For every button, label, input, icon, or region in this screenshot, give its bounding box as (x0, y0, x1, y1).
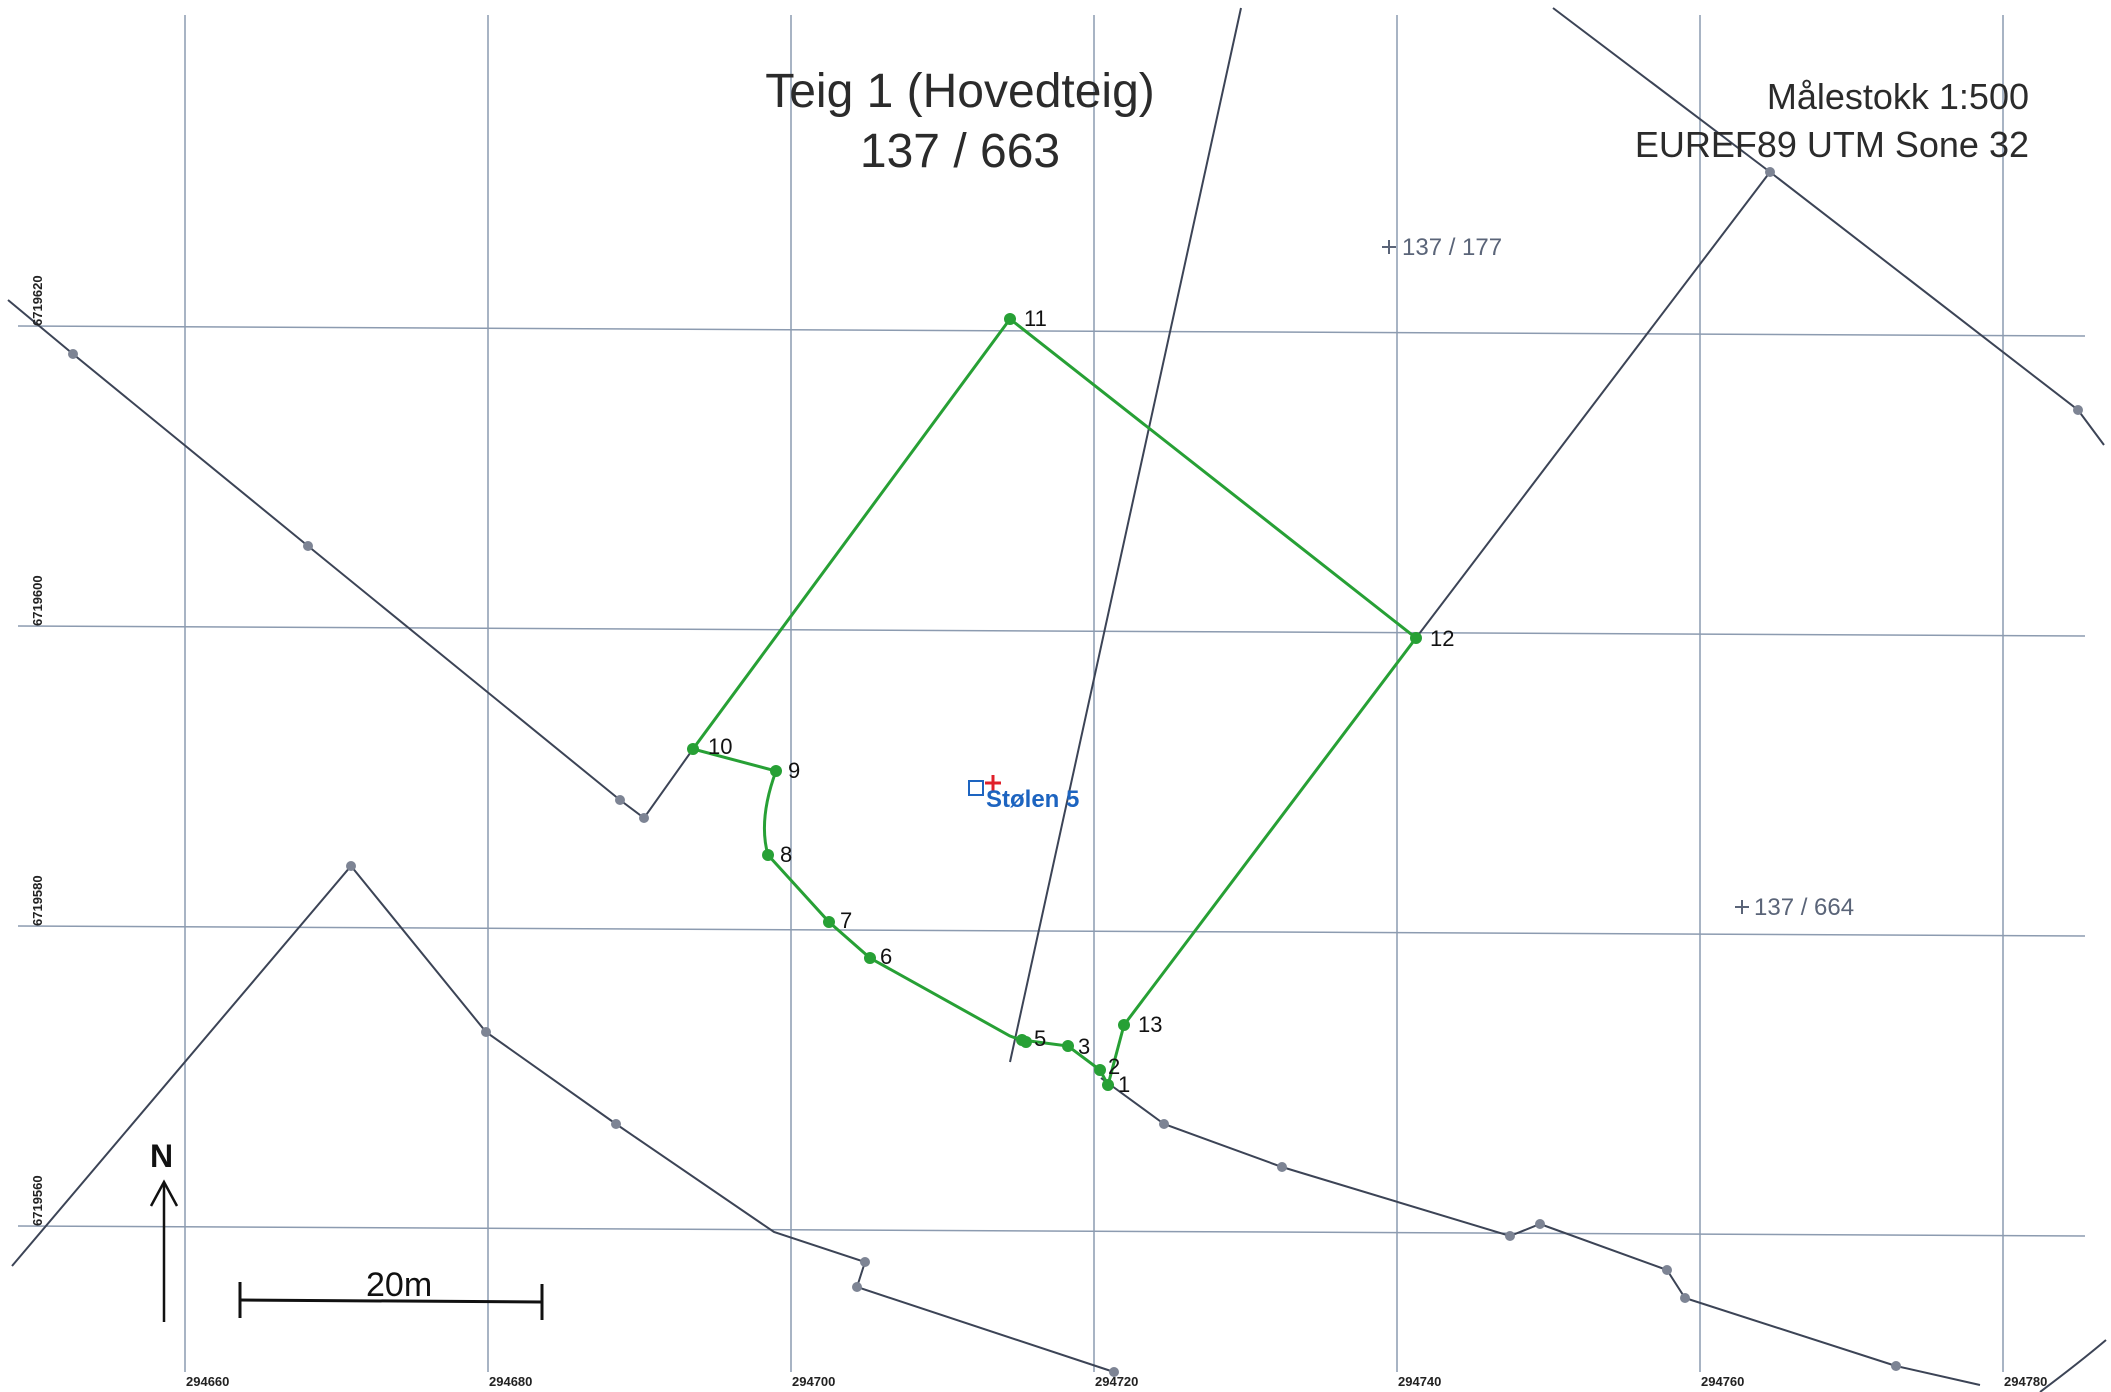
map-title: Teig 1 (Hovedteig) (765, 65, 1155, 118)
scale-text: Målestokk 1:500 (1766, 76, 2029, 117)
x-tick-label: 294740 (1398, 1374, 1442, 1389)
point-label: 3 (1078, 1034, 1091, 1059)
x-tick-label: 294760 (1701, 1374, 1745, 1389)
x-tick-label: 294780 (2004, 1374, 2048, 1389)
x-tick-label: 294720 (1095, 1374, 1139, 1389)
y-tick-label: 6719600 (30, 575, 45, 626)
x-tick-label: 294680 (489, 1374, 533, 1389)
point-label: 5 (1034, 1026, 1047, 1051)
neighbor-vertices (68, 167, 2083, 1377)
crs-text: EUREF89 UTM Sone 32 (1634, 124, 2029, 165)
scale-bar (238, 1282, 544, 1320)
coordinate-grid (17, 15, 2086, 1372)
point-label: 2 (1108, 1054, 1121, 1079)
point-label: 10 (708, 734, 733, 759)
parcel-number: 137 / 663 (859, 125, 1061, 178)
point-label: 11 (1024, 306, 1047, 331)
point-label: 13 (1138, 1012, 1163, 1037)
x-tick-label: 294700 (792, 1374, 836, 1389)
parcel-cross-marks (1382, 240, 1749, 914)
north-label: N (150, 1138, 174, 1174)
point-label: 8 (780, 842, 793, 867)
point-label: 12 (1430, 626, 1455, 651)
scale-bar-label: 20m (366, 1266, 433, 1304)
red-cross-marker (985, 775, 1001, 791)
x-tick-label: 294660 (186, 1374, 230, 1389)
point-label: 7 (840, 908, 853, 933)
point-label: 6 (880, 944, 893, 969)
y-tick-label: 6719580 (30, 875, 45, 926)
y-tick-label: 6719620 (30, 275, 45, 326)
neighbor-parcel-label: 137 / 177 (1402, 234, 1503, 261)
parcel-boundary[interactable] (690, 316, 1419, 1090)
building-marker[interactable] (968, 780, 984, 796)
north-arrow-icon (149, 1179, 179, 1322)
place-name-label: Stølen 5 (986, 786, 1080, 813)
neighbor-boundaries (7, 7, 2107, 1392)
point-label: 1 (1118, 1072, 1131, 1097)
parcel-vertices (687, 313, 1422, 1091)
point-label: 9 (788, 758, 801, 783)
y-tick-label: 6719560 (30, 1175, 45, 1226)
neighbor-parcel-label: 137 / 664 (1754, 894, 1855, 921)
